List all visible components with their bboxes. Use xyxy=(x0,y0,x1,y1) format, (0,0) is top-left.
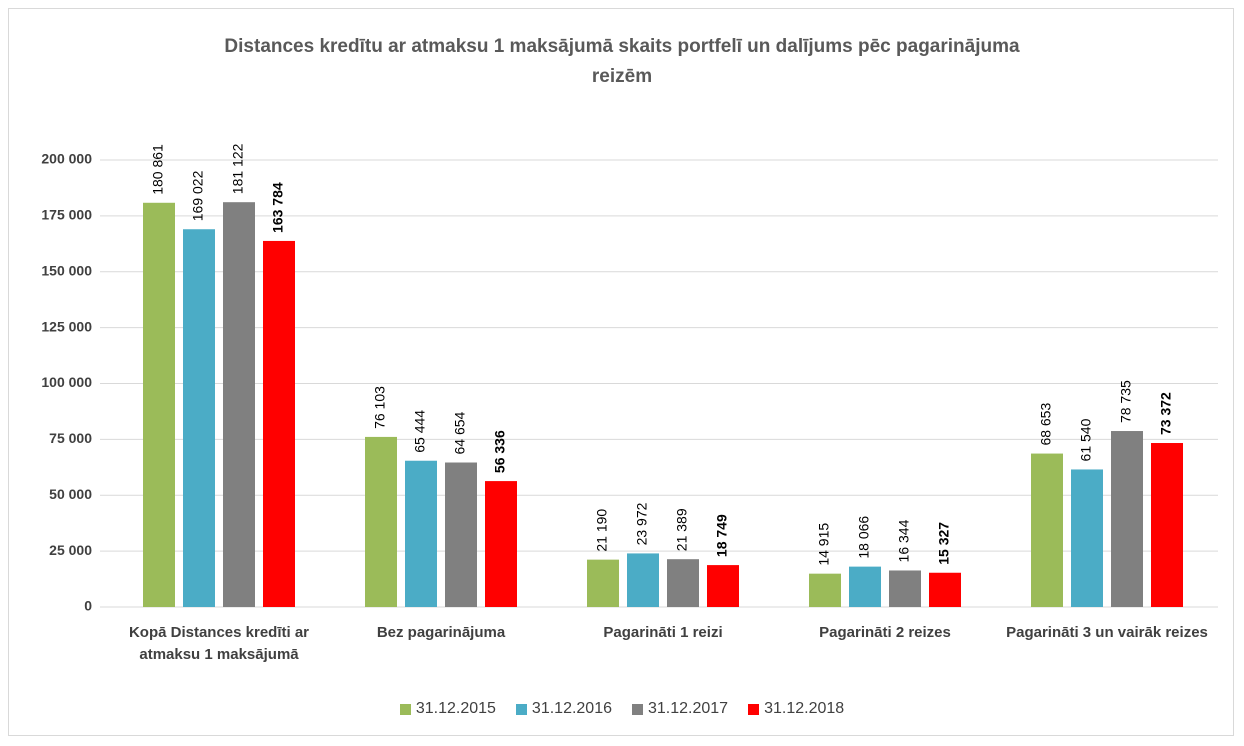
y-tick-label: 175 000 xyxy=(41,207,92,223)
value-label: 56 336 xyxy=(492,430,508,473)
y-tick-label: 0 xyxy=(84,598,92,614)
value-label: 14 915 xyxy=(816,523,832,566)
bar xyxy=(889,570,921,607)
value-label: 163 784 xyxy=(270,182,286,233)
legend-label: 31.12.2017 xyxy=(648,700,729,717)
y-tick-label: 125 000 xyxy=(41,318,92,334)
chart-frame xyxy=(8,8,1234,736)
legend-swatch xyxy=(515,703,527,715)
value-label: 16 344 xyxy=(896,519,912,562)
bar xyxy=(707,565,739,607)
value-label: 181 122 xyxy=(230,143,246,194)
x-tick-label: Bez pagarinājuma xyxy=(376,624,506,641)
bar xyxy=(223,202,255,608)
legend-swatch xyxy=(632,703,643,715)
value-label: 169 022 xyxy=(190,170,206,221)
y-tick-label: 150 000 xyxy=(41,262,92,278)
y-tick-label: 25 000 xyxy=(49,542,92,558)
bar xyxy=(1111,431,1143,607)
value-label: 73 372 xyxy=(1158,392,1174,435)
value-label: 78 735 xyxy=(1118,380,1134,423)
value-label: 68 653 xyxy=(1038,403,1054,446)
x-tick-label: Pagarināti 3 un vairāk reizes xyxy=(1006,624,1208,641)
legend-item: 31.12.2017 xyxy=(632,700,728,718)
bar xyxy=(809,573,841,607)
legend-label: 31.12.2018 xyxy=(764,700,845,717)
value-label: 64 654 xyxy=(452,411,468,454)
bar xyxy=(143,202,175,607)
bar xyxy=(365,436,397,607)
bar xyxy=(1071,469,1103,607)
bar xyxy=(667,559,699,607)
bar xyxy=(183,229,215,607)
chart-title: Distances kredītu ar atmaksu 1 maksājumā… xyxy=(224,36,1020,87)
bar xyxy=(627,553,659,607)
bar xyxy=(587,559,619,607)
value-label: 65 444 xyxy=(412,410,428,453)
legend-label: 31.12.2016 xyxy=(531,700,612,717)
legend-item: 31.12.2016 xyxy=(515,700,612,718)
value-label: 21 389 xyxy=(674,508,690,551)
y-tick-label: 100 000 xyxy=(41,374,92,390)
legend-label: 31.12.2015 xyxy=(415,700,496,717)
legend: 31.12.2015 31.12.2016 31.12.2017 31.12.2018 xyxy=(0,700,1244,718)
y-tick-label: 50 000 xyxy=(49,486,92,502)
value-label: 18 749 xyxy=(714,514,730,557)
bar xyxy=(929,572,961,607)
value-label: 18 066 xyxy=(856,516,872,559)
bar xyxy=(1151,443,1183,607)
y-tick-label: 75 000 xyxy=(49,430,92,446)
value-label: 61 540 xyxy=(1078,418,1094,461)
bar xyxy=(485,481,517,607)
legend-swatch xyxy=(399,703,411,715)
bar xyxy=(1031,453,1063,607)
legend-item: 31.12.2018 xyxy=(748,700,844,718)
value-label: 21 190 xyxy=(594,509,610,552)
bar xyxy=(445,462,477,607)
value-label: 180 861 xyxy=(150,144,166,195)
value-label: 15 327 xyxy=(936,522,952,565)
value-label: 23 972 xyxy=(634,502,650,545)
legend-item: 31.12.2015 xyxy=(399,700,496,718)
bar xyxy=(849,566,881,607)
bar xyxy=(405,460,437,607)
legend-swatch xyxy=(748,703,760,715)
y-tick-label: 200 000 xyxy=(41,151,92,167)
x-tick-label: Pagarināti 2 reizes xyxy=(819,624,951,641)
value-label: 76 103 xyxy=(372,386,388,429)
x-tick-label: Pagarināti 1 reizi xyxy=(603,624,723,641)
x-tick-label: Kopā Distances kredīti ar atmaksu 1 maks… xyxy=(128,624,310,663)
bar xyxy=(263,240,295,608)
